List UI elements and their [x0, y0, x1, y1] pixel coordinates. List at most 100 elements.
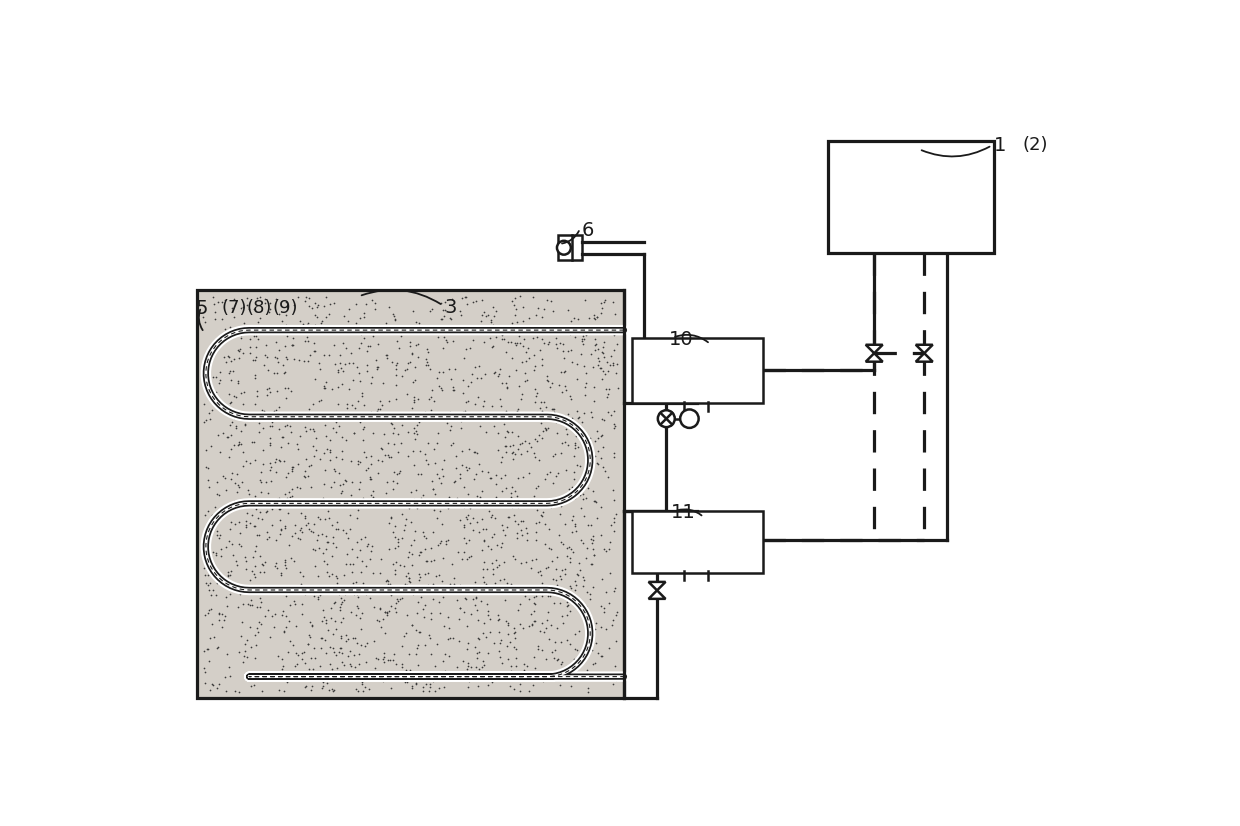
Point: [408, 658, 428, 672]
Point: [241, 517, 260, 530]
Point: [407, 425, 427, 438]
Point: [215, 323, 234, 336]
Point: [368, 453, 388, 467]
Point: [433, 667, 453, 681]
Point: [300, 652, 320, 665]
Point: [300, 300, 320, 313]
Point: [415, 638, 435, 652]
Point: [547, 331, 567, 344]
Point: [440, 311, 460, 325]
Point: [269, 667, 289, 681]
Point: [295, 680, 315, 693]
Point: [433, 552, 453, 565]
Point: [315, 419, 335, 432]
Point: [310, 588, 330, 601]
Point: [410, 570, 430, 583]
Point: [594, 346, 614, 359]
Point: [286, 438, 306, 451]
Point: [316, 616, 336, 629]
Point: [422, 403, 441, 416]
Point: [303, 620, 322, 633]
Point: [604, 511, 624, 525]
Point: [525, 597, 544, 610]
Point: [435, 648, 455, 661]
Point: [317, 535, 337, 548]
Point: [564, 449, 584, 463]
Point: [311, 327, 331, 340]
Point: [556, 563, 575, 576]
Point: [316, 542, 336, 555]
Point: [376, 626, 396, 639]
Point: [367, 360, 387, 373]
Point: [497, 382, 517, 395]
Point: [233, 460, 253, 473]
Point: [350, 342, 370, 355]
Point: [296, 425, 316, 438]
Point: [362, 539, 382, 553]
Point: [383, 482, 403, 496]
Point: [342, 543, 362, 556]
Point: [255, 610, 275, 623]
Point: [505, 627, 525, 640]
Point: [246, 413, 265, 426]
Point: [402, 618, 422, 631]
Point: [301, 679, 321, 692]
Point: [476, 425, 496, 439]
Point: [560, 328, 580, 341]
Point: [363, 330, 383, 343]
Point: [233, 445, 253, 458]
Point: [382, 511, 402, 525]
Text: 1: 1: [993, 136, 1006, 155]
Point: [573, 335, 593, 348]
Point: [445, 475, 465, 488]
Point: [300, 495, 320, 508]
Point: [489, 369, 508, 382]
Point: [217, 685, 237, 698]
Point: [367, 363, 387, 376]
Point: [528, 581, 548, 594]
Point: [573, 330, 593, 343]
Point: [605, 320, 625, 334]
Point: [444, 584, 464, 597]
Point: [299, 628, 319, 641]
Point: [246, 353, 265, 366]
Point: [532, 404, 552, 417]
Point: [269, 307, 289, 320]
Point: [281, 339, 301, 352]
Point: [469, 359, 489, 373]
Point: [382, 681, 402, 695]
Point: [262, 672, 281, 686]
Point: [195, 508, 215, 521]
Point: [443, 292, 463, 306]
Point: [306, 444, 326, 457]
Point: [454, 406, 474, 419]
Point: [305, 373, 325, 386]
Polygon shape: [649, 591, 666, 599]
Point: [399, 574, 419, 587]
Point: [418, 437, 438, 450]
Point: [510, 677, 529, 691]
Point: [438, 632, 458, 645]
Point: [562, 680, 582, 693]
Point: [531, 395, 551, 408]
Point: [320, 322, 340, 335]
Point: [234, 386, 254, 399]
Point: [470, 420, 490, 433]
Point: [200, 347, 219, 360]
Point: [346, 682, 366, 695]
Point: [427, 569, 446, 582]
Point: [224, 353, 244, 366]
Point: [409, 573, 429, 586]
Point: [582, 460, 601, 473]
Point: [378, 605, 398, 618]
Point: [331, 641, 351, 654]
Point: [532, 509, 552, 522]
Point: [239, 346, 259, 359]
Point: [475, 556, 495, 569]
Point: [516, 345, 536, 358]
Point: [368, 653, 388, 666]
Point: [363, 634, 383, 647]
Point: [481, 316, 501, 329]
Point: [253, 458, 273, 471]
Point: [608, 338, 627, 351]
